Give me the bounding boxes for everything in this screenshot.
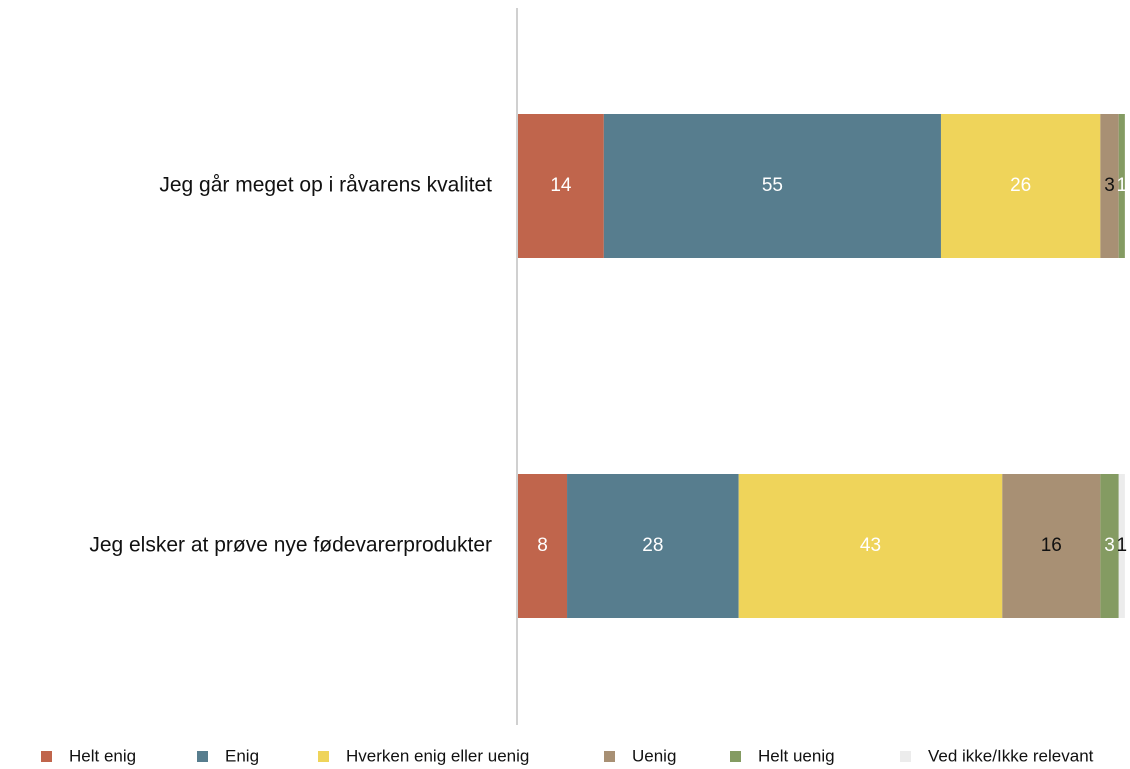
bar-segment (1118, 474, 1125, 618)
legend-swatch (900, 751, 911, 762)
category-label: Jeg går meget op i råvarens kvalitet (159, 174, 492, 197)
legend-label: Enig (225, 746, 259, 765)
value-label: 28 (642, 535, 663, 556)
value-label: 8 (537, 535, 548, 556)
legend-label: Ved ikke/Ikke relevant (928, 746, 1094, 765)
value-label: 26 (1010, 175, 1031, 196)
bar-segment (1100, 114, 1119, 258)
legend-label: Helt uenig (758, 746, 835, 765)
legend-swatch (730, 751, 741, 762)
legend-swatch (197, 751, 208, 762)
bar-segment (603, 114, 941, 258)
category-label: Jeg elsker at prøve nye fødevarerprodukt… (89, 534, 492, 557)
bar-segment (940, 114, 1101, 258)
legend-swatch (604, 751, 615, 762)
bar-segment (567, 474, 739, 618)
legend-label: Helt enig (69, 746, 136, 765)
value-label: 16 (1041, 535, 1062, 556)
value-label: 3 (1104, 535, 1115, 556)
bar-segment (518, 114, 604, 258)
bar-segment (738, 474, 1003, 618)
value-label: 55 (762, 175, 783, 196)
legend-label: Uenig (632, 746, 676, 765)
value-label: 1 (1117, 175, 1128, 196)
legend-label: Hverken enig eller uenig (346, 746, 529, 765)
bar-segment (518, 474, 568, 618)
value-label: 1 (1117, 535, 1128, 556)
bar-segment (1100, 474, 1119, 618)
value-label: 43 (860, 535, 881, 556)
value-label: 3 (1104, 175, 1115, 196)
legend-swatch (41, 751, 52, 762)
bar-segment (1118, 114, 1125, 258)
value-label: 14 (550, 175, 572, 196)
legend-swatch (318, 751, 329, 762)
bar-segment (1002, 474, 1101, 618)
